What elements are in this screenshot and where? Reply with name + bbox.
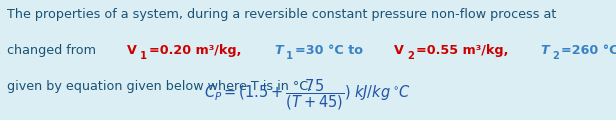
Text: given by equation given below where T is in °C.: given by equation given below where T is… (7, 80, 313, 93)
Text: T: T (274, 44, 283, 57)
Text: =0.20 m³/kg,: =0.20 m³/kg, (149, 44, 246, 57)
Text: 2: 2 (407, 51, 414, 61)
Text: T: T (541, 44, 549, 57)
Text: V: V (394, 44, 404, 57)
Text: =260 °C: =260 °C (561, 44, 616, 57)
Text: 2: 2 (552, 51, 559, 61)
Text: $C_P=(1.5+\dfrac{75}{(T+45)})\;kJ/kg\,^{\circ}C$: $C_P=(1.5+\dfrac{75}{(T+45)})\;kJ/kg\,^{… (205, 77, 411, 112)
Text: The properties of a system, during a reversible constant pressure non-flow proce: The properties of a system, during a rev… (7, 8, 561, 21)
Text: V: V (128, 44, 137, 57)
Text: changed from: changed from (7, 44, 100, 57)
Text: 1: 1 (140, 51, 147, 61)
Text: =30 °C to: =30 °C to (295, 44, 372, 57)
Text: 1: 1 (286, 51, 293, 61)
Text: =0.55 m³/kg,: =0.55 m³/kg, (416, 44, 513, 57)
